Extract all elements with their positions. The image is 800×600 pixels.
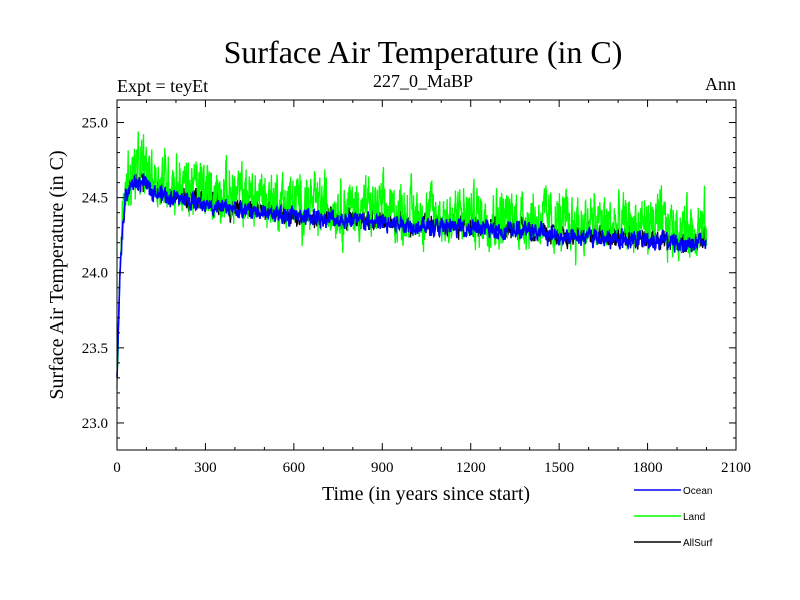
plot-area-frame xyxy=(116,99,737,451)
x-tick-label: 1200 xyxy=(456,460,486,476)
y-tick-label: 24.5 xyxy=(82,191,108,207)
series-line-land xyxy=(116,131,708,390)
y-tick-label: 24.0 xyxy=(82,266,108,282)
period-label: 227_0_MaBP xyxy=(373,71,473,91)
season-label: Ann xyxy=(705,74,736,94)
x-tick-label: 1800 xyxy=(633,460,663,476)
x-tick-label: 0 xyxy=(113,460,121,476)
x-tick-label: 2100 xyxy=(721,460,751,476)
y-tick-label: 23.5 xyxy=(82,341,108,357)
chart-title: Surface Air Temperature (in C) xyxy=(224,34,623,70)
legend-label-ocean: Ocean xyxy=(683,486,712,497)
legend: Ocean Land AllSurf xyxy=(634,486,713,549)
x-tick-label: 300 xyxy=(194,460,217,476)
x-tick-label: 600 xyxy=(283,460,306,476)
axis-ticks-group: 0 300 600 900 1200 1500 1800 2100 23.0 23.5 24.0 24… xyxy=(82,100,751,476)
legend-label-land: Land xyxy=(683,512,705,523)
legend-label-allsurf: AllSurf xyxy=(683,538,713,549)
y-tick-label: 23.0 xyxy=(82,416,108,432)
x-axis-label: Time (in years since start) xyxy=(322,483,530,505)
series-line-ocean xyxy=(116,173,707,378)
x-tick-label: 1500 xyxy=(544,460,574,476)
plot-series-group xyxy=(116,131,708,390)
y-axis-label: Surface Air Temperature (in C) xyxy=(46,150,68,399)
experiment-label: Expt = teyEt xyxy=(117,76,208,96)
y-tick-label: 25.0 xyxy=(82,116,108,132)
x-tick-label: 900 xyxy=(371,460,394,476)
